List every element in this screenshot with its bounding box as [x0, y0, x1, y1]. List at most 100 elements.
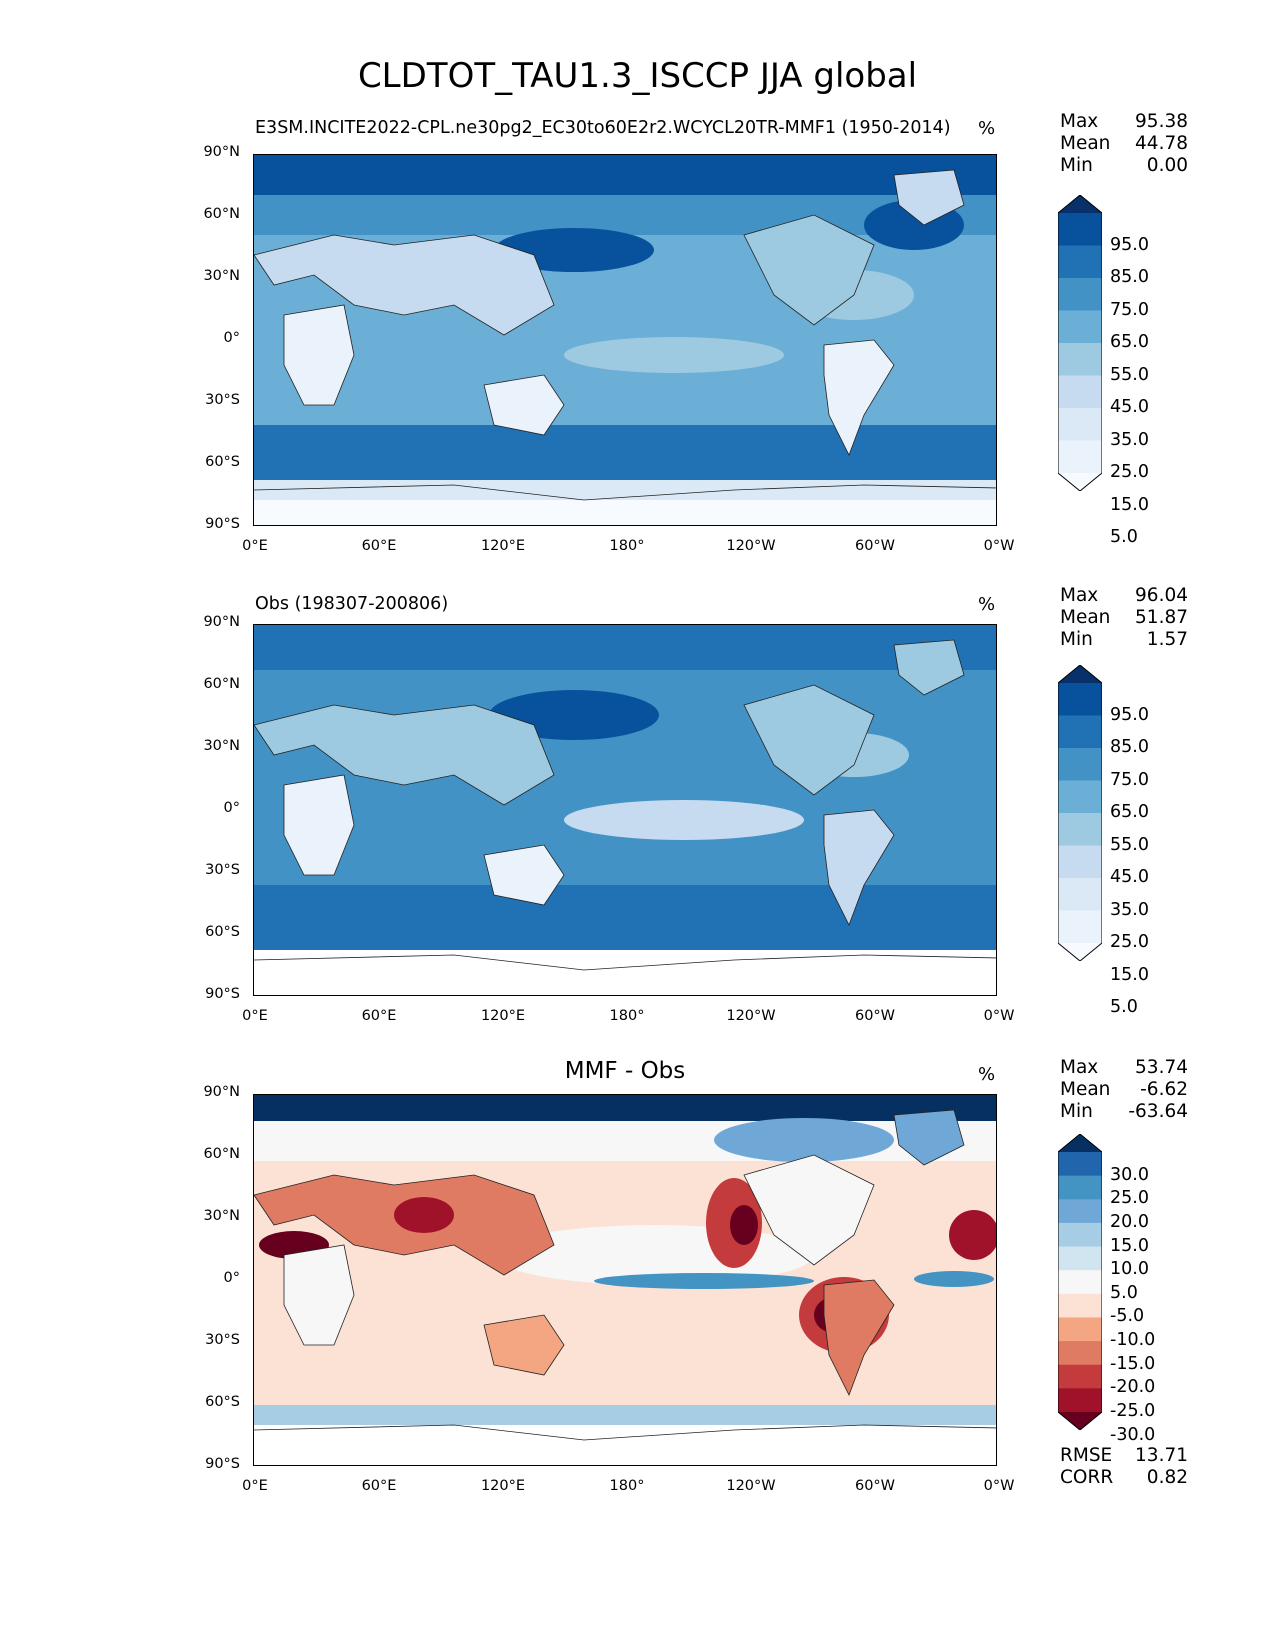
colorbar-tick-label: -15.0: [1110, 1353, 1156, 1374]
colorbar-segment: [1058, 1270, 1102, 1295]
colorbar-tick-label: 75.0: [1110, 299, 1149, 320]
colorbar-tick-label: 15.0: [1110, 964, 1149, 985]
units-label: %: [978, 118, 996, 139]
colorbar-segment: [1058, 440, 1102, 474]
lon-tick: 0°W: [983, 538, 1015, 554]
colorbar-tick-label: 25.0: [1110, 462, 1149, 482]
colorbar-segment: [1058, 1152, 1102, 1177]
lat-tick: 30°S: [205, 1332, 240, 1348]
colorbar-segment: [1058, 1246, 1102, 1271]
lat-tick: 0°: [223, 330, 240, 346]
lat-tick: 60°N: [203, 1146, 240, 1162]
lat-tick: 0°: [223, 1270, 240, 1286]
colorbar-tick-label: 35.0: [1110, 899, 1149, 920]
colorbar-tick-label: -5.0: [1110, 1306, 1145, 1327]
colorbar-tick-label: 55.0: [1110, 364, 1149, 385]
lat-tick: 30°S: [205, 862, 240, 878]
panel-obs: Obs (198307-200806) % Max 96.04 Mean 51.87…: [0, 0, 1275, 1024]
lat-tick: 90°N: [203, 1084, 240, 1100]
lon-tick: 0°E: [242, 538, 268, 554]
colorbar-segment: [1058, 245, 1102, 279]
colorbar-segment: [1058, 1388, 1102, 1413]
units-label: %: [978, 594, 996, 615]
lon-tick: 60°E: [361, 1478, 397, 1494]
lon-tick: 180°: [609, 538, 645, 554]
colorbar: [1057, 664, 1103, 962]
colorbar-segment: [1058, 878, 1102, 911]
colorbar-tick-label: 95.0: [1110, 234, 1149, 255]
colorbar-segment: [1058, 375, 1102, 409]
colorbar-segment: [1058, 715, 1102, 749]
colorbar-segment: [1058, 1317, 1102, 1342]
colorbar-segment: [1058, 310, 1102, 344]
colorbar-tick-label: 95.0: [1110, 704, 1149, 725]
lat-tick: 60°N: [203, 206, 240, 222]
lon-tick: 60°W: [854, 538, 896, 554]
colorbar-tick-label: 20.0: [1110, 1211, 1149, 1232]
lat-tick: 60°S: [205, 1394, 240, 1410]
colorbar-segment: [1058, 408, 1102, 441]
map-heatmap: [253, 1094, 997, 1466]
map-heatmap: [253, 154, 997, 526]
colorbar-tick-label: 5.0: [1110, 1282, 1138, 1303]
colorbar-extend-min: [1058, 943, 1102, 961]
lon-tick: 120°W: [726, 1478, 776, 1494]
colorbar-segment: [1058, 748, 1102, 781]
lon-tick: 0°W: [983, 1478, 1015, 1494]
colorbar-tick-label: 45.0: [1110, 397, 1149, 417]
colorbar-tick-label: 85.0: [1110, 737, 1149, 757]
colorbar-extend-max: [1058, 1134, 1102, 1152]
colorbar-extend-max: [1058, 665, 1102, 683]
colorbar-tick-label: 15.0: [1110, 494, 1149, 515]
lat-tick: 90°S: [205, 516, 240, 532]
colorbar-segment: [1058, 213, 1102, 246]
lon-tick: 180°: [609, 1008, 645, 1024]
lon-tick: 120°W: [726, 538, 776, 554]
colorbar-tick-label: 85.0: [1110, 267, 1149, 287]
lat-tick: 90°S: [205, 1456, 240, 1472]
colorbar-segment: [1058, 1175, 1102, 1200]
colorbar-extend-min: [1058, 473, 1102, 491]
colorbar-segment: [1058, 683, 1102, 716]
panel-label: Obs (198307-200806): [255, 594, 449, 614]
lat-tick: 30°N: [203, 268, 240, 284]
colorbar-tick-label: 15.0: [1110, 1235, 1149, 1256]
lat-tick: 0°: [223, 800, 240, 816]
colorbar-tick-label: 5.0: [1110, 527, 1138, 547]
colorbar-segment: [1058, 278, 1102, 311]
lat-tick: 90°N: [203, 614, 240, 630]
lon-tick: 0°W: [983, 1008, 1015, 1024]
colorbar-tick-label: -20.0: [1110, 1377, 1156, 1398]
figure-title: CLDTOT_TAU1.3_ISCCP JJA global: [357, 56, 918, 96]
colorbar-tick-label: 10.0: [1110, 1259, 1149, 1280]
lat-tick: 60°S: [205, 454, 240, 470]
colorbar-segment: [1058, 1199, 1102, 1224]
colorbar-extend-min: [1058, 1412, 1102, 1430]
units-label: %: [978, 1064, 996, 1085]
colorbar-tick-label: -25.0: [1110, 1401, 1156, 1421]
lon-tick: 120°E: [480, 538, 526, 554]
colorbar-segment: [1058, 813, 1102, 846]
lon-tick: 120°E: [480, 1478, 526, 1494]
colorbar-segment: [1058, 1293, 1102, 1318]
lon-tick: 120°E: [480, 1008, 526, 1024]
panel-model: E3SM.INCITE2022-CPL.ne30pg2_EC30to60E2r2…: [0, 0, 1275, 554]
colorbar-tick-label: -10.0: [1110, 1330, 1156, 1351]
colorbar-tick-label: 25.0: [1110, 1188, 1149, 1209]
lat-tick: 30°N: [203, 738, 240, 754]
lat-tick: 90°S: [205, 986, 240, 1002]
panel-diff: MMF - Obs % Max 53.74 Mean -6.62 Min -63.64: [0, 0, 1275, 1494]
colorbar-tick-label: -30.0: [1110, 1424, 1156, 1445]
lon-tick: 60°E: [361, 538, 397, 554]
colorbar-tick-label: 35.0: [1110, 429, 1149, 450]
colorbar-segment: [1058, 1364, 1102, 1389]
colorbar: [1057, 194, 1103, 492]
colorbar-segment: [1058, 845, 1102, 879]
colorbar-segment: [1058, 1222, 1102, 1248]
colorbar-segment: [1058, 780, 1102, 814]
colorbar-tick-label: 65.0: [1110, 802, 1149, 822]
lon-tick: 0°E: [242, 1008, 268, 1024]
lon-tick: 60°W: [854, 1008, 896, 1024]
map-heatmap: [253, 624, 997, 996]
lon-tick: 60°E: [361, 1008, 397, 1024]
